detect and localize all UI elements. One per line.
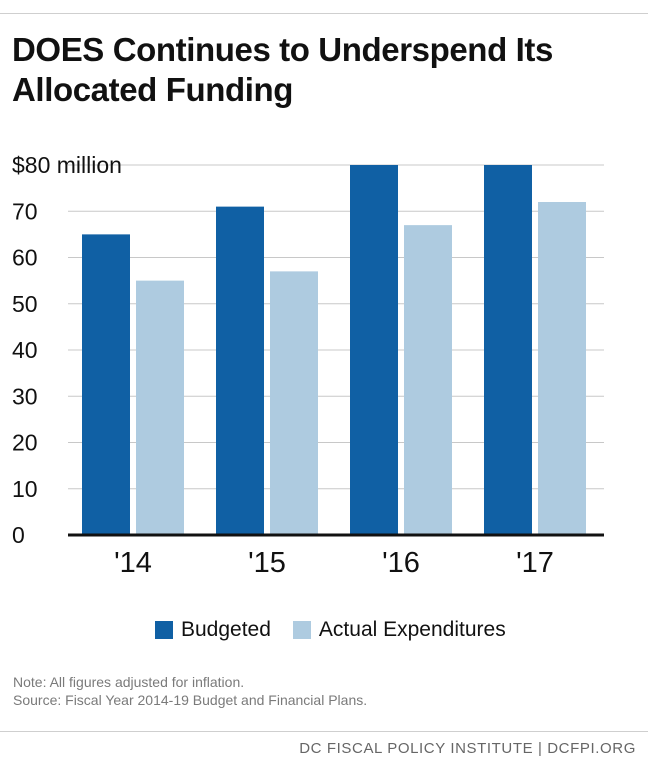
y-tick-label: 70 xyxy=(12,198,38,224)
bottom-rule xyxy=(0,731,648,732)
legend-swatch-budgeted xyxy=(155,621,173,639)
actual-expenditures-bar xyxy=(270,271,318,535)
actual-expenditures-bar xyxy=(538,202,586,535)
chart-notes: Note: All figures adjusted for inflation… xyxy=(13,673,367,709)
budgeted-bar xyxy=(216,206,264,535)
y-tick-label: 0 xyxy=(12,522,25,548)
y-tick-label: 60 xyxy=(12,245,38,271)
note-text: Note: All figures adjusted for inflation… xyxy=(13,674,245,690)
y-tick-label: 10 xyxy=(12,476,38,502)
x-tick-label: '16 xyxy=(382,547,420,579)
legend-swatch-actual xyxy=(292,621,311,639)
bar-chart: 0 10 20 30 40 50 60 70 $80 million '14 '15 '16 '17 xyxy=(12,152,604,579)
legend-item-actual: Actual Expenditures xyxy=(292,618,506,642)
x-tick-label: '15 xyxy=(248,547,286,579)
actual-expenditures-bar xyxy=(404,225,452,535)
x-tick-label: '17 xyxy=(516,547,554,579)
y-tick-label: 50 xyxy=(12,291,38,317)
chart-legend: Budgeted Actual Expenditures xyxy=(155,618,528,642)
x-tick-label: '14 xyxy=(114,547,152,579)
legend-label-budgeted: Budgeted xyxy=(181,618,271,641)
chart-title: DOES Continues to Underspend Its Allocat… xyxy=(12,31,553,108)
budgeted-bar xyxy=(350,165,398,535)
source-text: Source: Fiscal Year 2014-19 Budget and F… xyxy=(13,692,368,708)
budgeted-bar xyxy=(484,165,532,535)
actual-expenditures-bar xyxy=(136,280,184,535)
budgeted-bar xyxy=(82,234,130,535)
y-tick-label: 30 xyxy=(12,383,38,409)
legend-label-actual: Actual Expenditures xyxy=(318,618,506,641)
top-rule xyxy=(0,13,648,14)
y-tick-label: 40 xyxy=(12,337,38,363)
y-tick-label: 20 xyxy=(12,430,38,456)
legend-item-budgeted: Budgeted xyxy=(155,618,271,642)
footer-credit: DC FISCAL POLICY INSTITUTE | DCFPI.ORG xyxy=(299,740,636,757)
y-tick-label: $80 million xyxy=(12,152,122,178)
